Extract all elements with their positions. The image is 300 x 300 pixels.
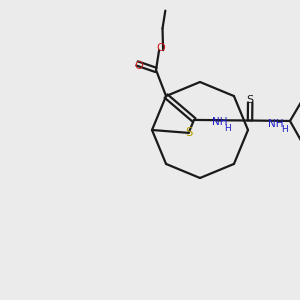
Text: H: H	[225, 124, 231, 133]
Text: O: O	[135, 61, 143, 71]
Text: NH: NH	[268, 119, 284, 129]
Text: O: O	[157, 43, 166, 53]
Text: S: S	[247, 94, 254, 104]
Text: H: H	[282, 125, 288, 134]
Text: NH: NH	[212, 117, 228, 127]
Text: S: S	[185, 126, 192, 140]
